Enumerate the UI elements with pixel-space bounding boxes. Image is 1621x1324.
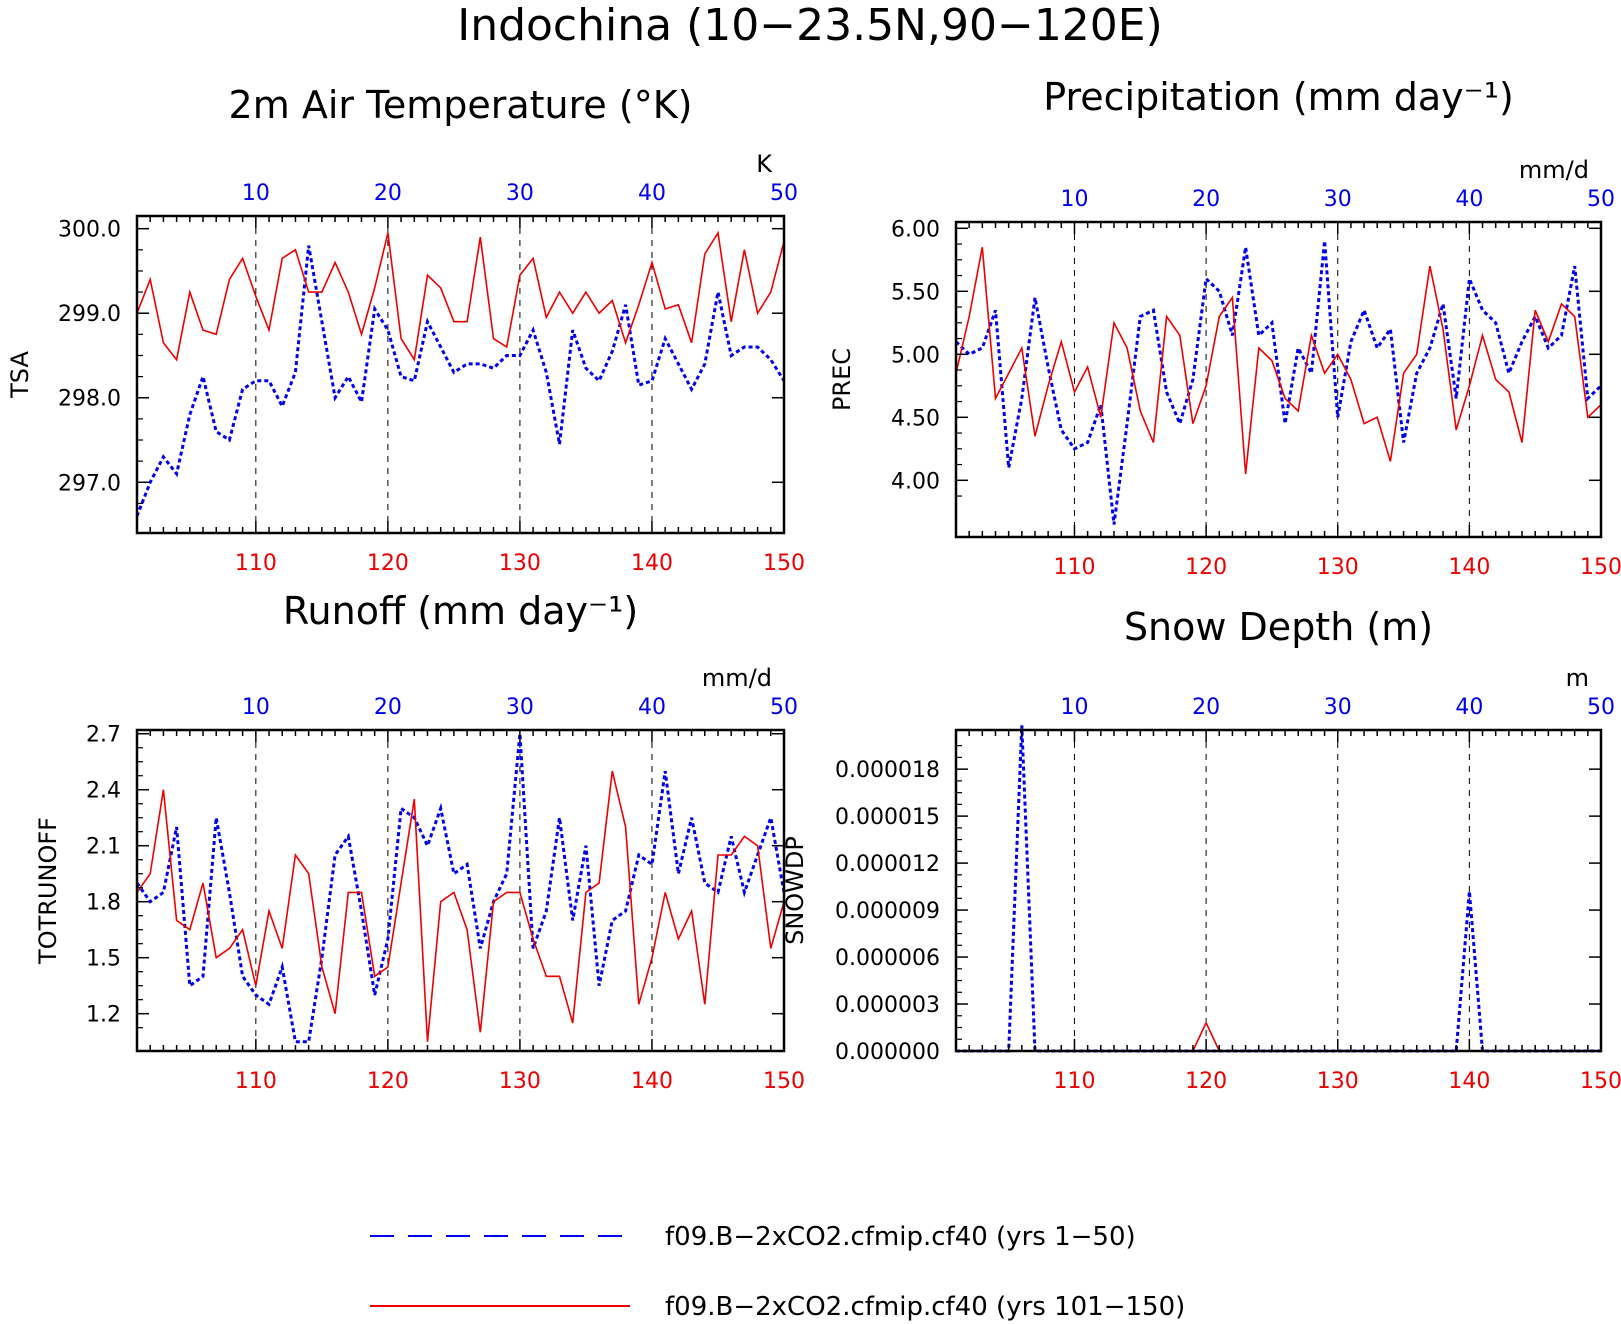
series-line-yrs-101-150 (955, 247, 1602, 475)
top-tick-label: 50 (770, 181, 798, 206)
panel-title: Snow Depth (m) (1124, 605, 1433, 649)
units-label: mm/d (1519, 156, 1589, 184)
top-tick-label: 10 (1060, 187, 1088, 212)
y-axis-label: TOTRUNOFF (34, 817, 62, 965)
bottom-tick-label: 140 (631, 1069, 673, 1094)
series-line-yrs-1-50 (135, 733, 786, 1044)
top-tick-label: 40 (638, 695, 666, 720)
top-tick-label: 30 (506, 181, 534, 206)
y-tick-label: 0.000009 (835, 899, 940, 924)
bottom-tick-label: 140 (631, 551, 673, 576)
panel-title: Precipitation (mm day⁻¹) (1043, 75, 1514, 119)
y-tick-label: 2.4 (86, 779, 121, 804)
y-tick-label: 298.0 (58, 387, 121, 412)
top-tick-label: 30 (1324, 695, 1352, 720)
top-tick-label: 10 (242, 181, 270, 206)
bottom-tick-label: 110 (1053, 1069, 1095, 1094)
bottom-tick-label: 150 (763, 551, 805, 576)
y-tick-label: 0.000015 (835, 805, 940, 830)
series-line-yrs-1-50 (954, 240, 1603, 525)
plot-frame (954, 728, 1603, 1053)
y-tick-label: 1.2 (86, 1003, 121, 1028)
units-label: m (1566, 664, 1589, 692)
bottom-tick-label: 140 (1448, 555, 1490, 580)
bottom-tick-label: 120 (1185, 555, 1227, 580)
y-tick-label: 2.7 (86, 723, 121, 748)
y-tick-label: 5.00 (891, 343, 940, 368)
bottom-tick-label: 150 (763, 1069, 805, 1094)
series-line-yrs-101-150 (136, 770, 785, 1042)
bottom-tick-label: 120 (1185, 1069, 1227, 1094)
y-tick-label: 1.8 (86, 891, 121, 916)
top-tick-label: 30 (506, 695, 534, 720)
y-tick-label: 299.0 (58, 302, 121, 327)
series-line-yrs-1-50 (956, 725, 1601, 1053)
top-tick-label: 10 (242, 695, 270, 720)
series-line-yrs-1-50 (135, 245, 786, 517)
top-tick-label: 20 (374, 695, 402, 720)
panel-precipitation: Precipitation (mm day⁻¹) 110 120 130 140 150 1… (828, 75, 1621, 580)
units-label: K (756, 150, 773, 178)
y-tick-label: 297.0 (58, 471, 121, 496)
top-tick-label: 50 (1587, 187, 1615, 212)
panel-title: Runoff (mm day⁻¹) (283, 589, 638, 633)
y-tick-label: 300.0 (58, 218, 121, 243)
plot-frame (954, 220, 1603, 539)
y-axis-label: SNOWDP (781, 836, 809, 945)
top-tick-label: 20 (1192, 695, 1220, 720)
bottom-tick-label: 130 (1317, 555, 1359, 580)
bottom-tick-label: 130 (499, 1069, 541, 1094)
series-line-yrs-101-150 (136, 230, 785, 362)
panel-snow-depth: Snow Depth (m) 110 120 130 140 150 10 20 30 40 50 m… (781, 605, 1621, 1094)
bottom-tick-label: 130 (1317, 1069, 1359, 1094)
y-tick-label: 0.000012 (835, 852, 940, 877)
top-tick-label: 10 (1060, 695, 1088, 720)
y-tick-label: 0.000006 (835, 946, 940, 971)
top-tick-label: 40 (1455, 695, 1483, 720)
top-tick-label: 50 (770, 695, 798, 720)
bottom-tick-label: 120 (367, 551, 409, 576)
units-label: mm/d (702, 664, 772, 692)
y-axis-label: PREC (828, 348, 856, 411)
y-tick-label: 0.000003 (835, 993, 940, 1018)
series-line-yrs-101-150 (956, 1020, 1601, 1052)
y-tick-label: 4.00 (891, 469, 940, 494)
y-tick-label: 4.50 (891, 406, 940, 431)
y-tick-label: 2.1 (86, 835, 121, 860)
bottom-tick-label: 110 (235, 551, 277, 576)
y-tick-label: 6.00 (891, 217, 940, 242)
y-tick-label: 0.000000 (835, 1040, 940, 1065)
plot-frame (135, 728, 786, 1053)
y-tick-label: 5.50 (891, 280, 940, 305)
top-tick-label: 20 (374, 181, 402, 206)
y-tick-label: 0.000018 (835, 758, 940, 783)
plot-frame (135, 214, 786, 535)
top-tick-label: 20 (1192, 187, 1220, 212)
bottom-tick-label: 140 (1448, 1069, 1490, 1094)
top-tick-label: 40 (1455, 187, 1483, 212)
bottom-tick-label: 110 (1053, 555, 1095, 580)
bottom-tick-label: 150 (1580, 1069, 1621, 1094)
panel-title: 2m Air Temperature (°K) (229, 83, 693, 127)
top-tick-label: 40 (638, 181, 666, 206)
top-tick-label: 30 (1324, 187, 1352, 212)
top-tick-label: 50 (1587, 695, 1615, 720)
bottom-tick-label: 150 (1580, 555, 1621, 580)
panel-runoff: Runoff (mm day⁻¹) 110 120 130 140 150 10 20 30 40… (34, 589, 805, 1094)
bottom-tick-label: 120 (367, 1069, 409, 1094)
y-axis-label: TSA (6, 351, 34, 399)
bottom-tick-label: 110 (235, 1069, 277, 1094)
figure-title: Indochina (10−23.5N,90−120E) (457, 0, 1163, 51)
legend: f09.B−2xCO2.cfmip.cf40 (yrs 1−50) f09.B−… (370, 1222, 1185, 1322)
legend-label-run-b: f09.B−2xCO2.cfmip.cf40 (yrs 101−150) (665, 1292, 1185, 1322)
bottom-tick-label: 130 (499, 551, 541, 576)
panel-air-temperature: 2m Air Temperature (°K) 110 120 130 140 150 10… (6, 83, 805, 576)
y-tick-label: 1.5 (86, 947, 121, 972)
legend-label-run-a: f09.B−2xCO2.cfmip.cf40 (yrs 1−50) (665, 1222, 1136, 1252)
